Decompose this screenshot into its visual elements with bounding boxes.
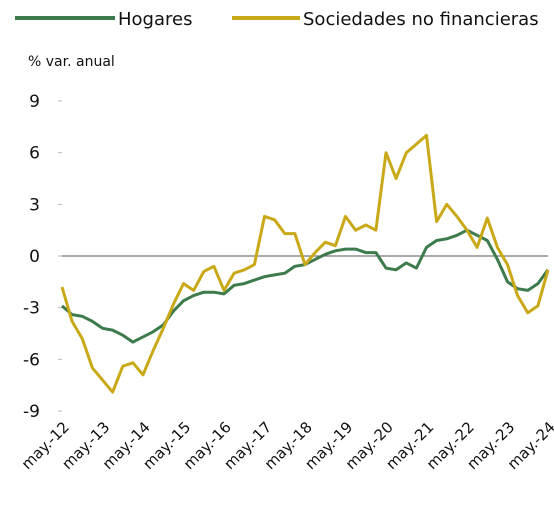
y-axis-label: % var. anual: [28, 54, 115, 70]
legend-label: Sociedades no financieras: [303, 9, 539, 30]
y-tick-label: -3: [23, 299, 40, 319]
y-tick-label: -6: [23, 350, 40, 370]
y-tick-label: 6: [29, 144, 40, 164]
series-line: [60, 133, 550, 394]
y-tick-label: 9: [29, 92, 40, 112]
y-tick-label: -9: [23, 402, 40, 422]
y-tick-label: 3: [29, 195, 40, 215]
series-line: [61, 228, 550, 344]
y-tick-label: 0: [29, 247, 40, 267]
legend-label: Hogares: [118, 9, 192, 30]
